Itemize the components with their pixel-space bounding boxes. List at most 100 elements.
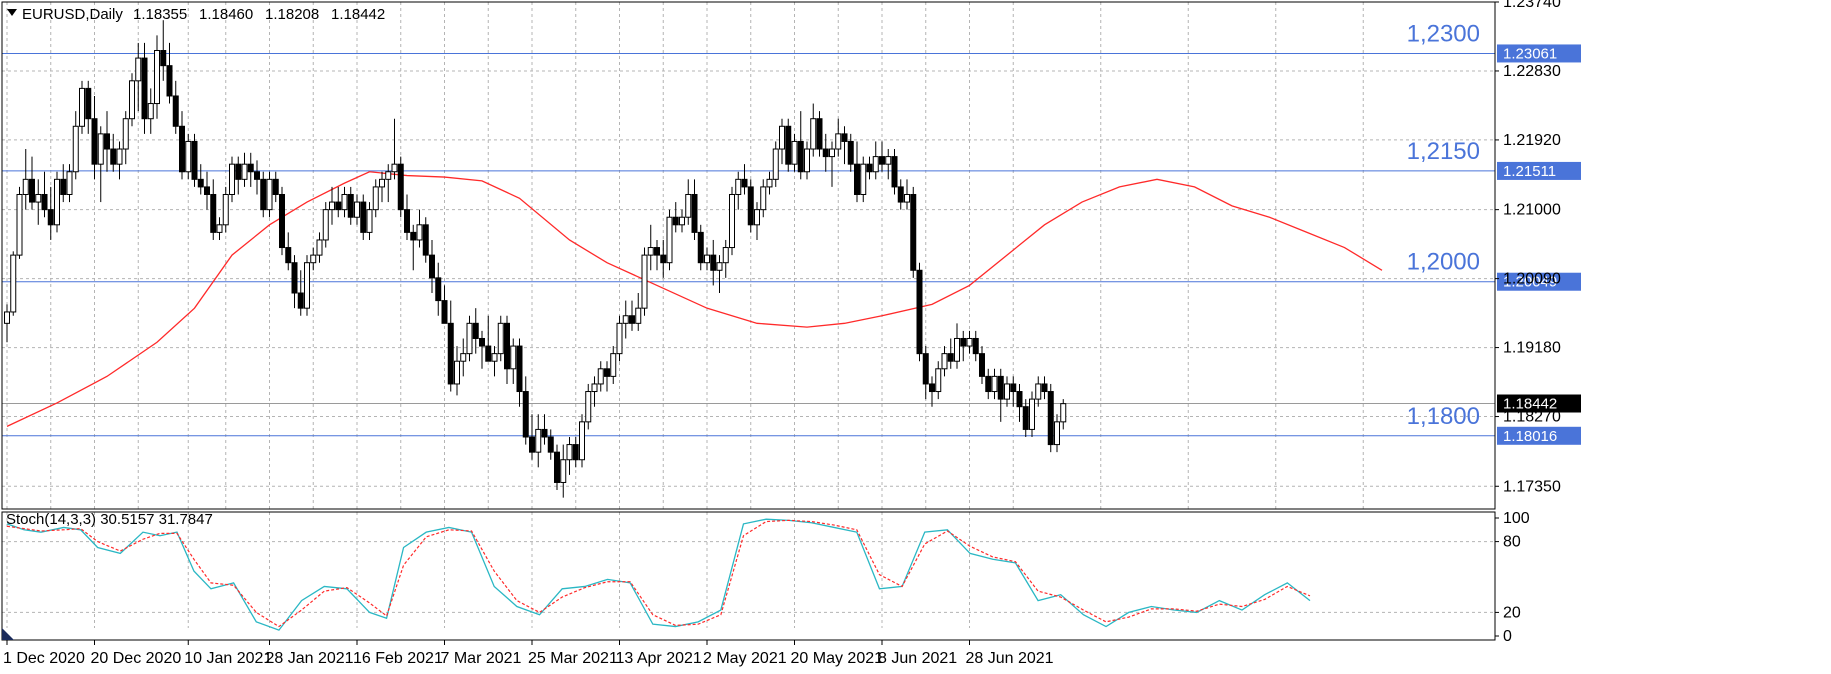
stoch-axis: 100 80 20 0 [1495,510,1530,645]
candle-body [335,201,342,211]
candle-body [835,133,842,150]
candle-body [41,193,48,211]
candle-body [410,231,417,241]
candle [604,361,610,392]
candle-body [66,171,73,195]
candle [129,73,135,127]
candle [216,217,223,240]
candle-body [535,428,542,453]
stochastic-lines [6,518,1311,631]
stoch-main-line [6,518,1311,631]
price-tick-label: 1.23740 [1503,0,1561,11]
candle-body [697,231,704,264]
candle [185,133,192,180]
candle-body [691,193,698,233]
candle [485,315,492,362]
candle-body [185,140,192,173]
candle-body [829,148,835,158]
candle [822,133,829,172]
candle [304,255,310,316]
price-tick-label: 1.19180 [1503,340,1561,357]
candle-body [910,193,917,271]
high-value: 1.18460 [199,6,253,23]
candle-body [429,254,435,279]
candle [454,346,460,396]
candle [229,156,235,203]
candle-body [904,193,910,203]
candle-body [97,133,104,165]
candle-body [266,178,273,211]
candle-body [622,315,629,324]
candle-body [854,163,860,195]
current-price-tag: 1.18442 [1503,396,1557,413]
candle-body [235,163,242,180]
candle-body [960,337,967,347]
candle-body [435,277,442,302]
candle [891,149,898,195]
candle [597,361,604,392]
candle-body [647,247,654,256]
candle-body [729,193,735,249]
stoch-tick-label: 80 [1503,534,1521,551]
horizontal-lines[interactable]: 1,23001.230611,21501.215111,20001.200491… [2,20,1581,445]
candle-body [541,428,548,438]
price-tick-label: 1.21920 [1503,132,1561,149]
candle-body [491,353,498,362]
candle [316,232,323,263]
candle [29,156,35,210]
candle [35,179,42,225]
candle [335,186,342,218]
candle [897,179,904,210]
candle [522,376,529,445]
dropdown-triangle-icon[interactable] [7,9,17,16]
stoch-title: Stoch(14,3,3) 30.5157 31.7847 [6,511,213,528]
candle-body [472,322,479,339]
candle-body [460,353,467,362]
candle [135,42,142,112]
candle-body [779,125,785,150]
price-axis: 1.23740 1.22830 1.21920 1.21000 1.20090 1.191… [1495,0,1581,495]
candle [672,202,679,233]
candle [960,330,967,362]
candle [829,141,835,187]
candle-body [585,391,592,423]
candle [760,179,767,218]
candle [385,164,392,203]
candle [66,164,73,203]
candle [741,164,748,195]
candle-body [741,178,748,188]
candle [691,179,698,240]
candle-body [654,247,660,256]
candle-body [310,254,317,264]
candle-body [754,209,760,226]
candle [541,414,548,445]
candle [372,179,379,218]
candle-body [254,171,260,180]
candle-body [47,209,54,226]
candle-body [916,269,923,355]
candle-body [985,375,992,393]
candle-body [141,57,148,120]
candle [572,437,579,468]
candle-body [279,193,285,249]
candle [1047,383,1054,453]
candle-body [1029,398,1035,430]
price-tag: 1.18016 [1503,428,1557,445]
candle-body [116,148,123,165]
candle [291,255,298,309]
candle [735,171,742,210]
candle-body [110,148,117,165]
low-value: 1.18208 [265,6,319,23]
candle-body [1016,391,1023,408]
candle-body [1004,383,1010,400]
candle [435,262,442,316]
candle-body [29,178,35,203]
candle-body [954,337,960,362]
candle [322,202,329,248]
candle-body [16,193,23,256]
candle-body [635,307,642,324]
candle [22,149,29,210]
candle-body [672,216,679,226]
candle [166,42,173,104]
